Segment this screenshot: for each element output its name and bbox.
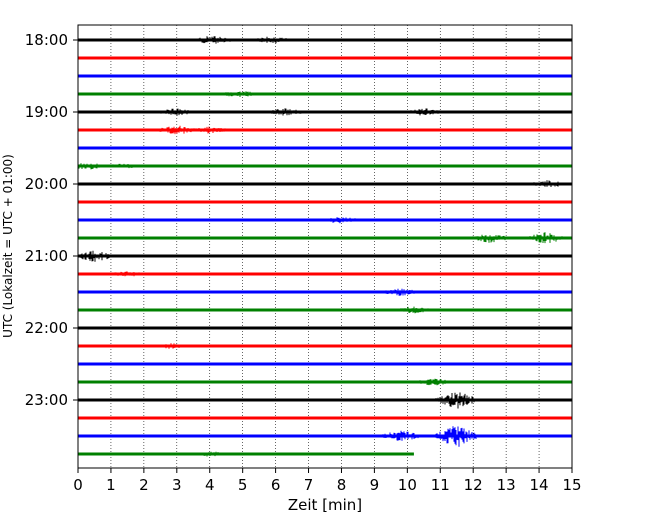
x-tick-label: 8 — [337, 476, 347, 494]
x-tick-label: 1 — [106, 476, 116, 494]
grid-lines — [110, 25, 540, 468]
x-tick-label: 14 — [530, 476, 549, 494]
y-tick-label: 18:00 — [25, 31, 68, 49]
x-tick-label: 6 — [271, 476, 281, 494]
x-tick-label: 2 — [139, 476, 149, 494]
x-tick-label: 9 — [370, 476, 380, 494]
y-tick-label: 21:00 — [25, 247, 68, 265]
x-tick-label: 15 — [562, 476, 581, 494]
trace-signal — [77, 108, 573, 116]
trace-signal — [77, 36, 573, 44]
x-axis-label: Zeit [min] — [288, 496, 362, 514]
x-tick-label: 7 — [304, 476, 314, 494]
trace-signal — [77, 250, 573, 262]
y-tick-label: 23:00 — [25, 391, 68, 409]
y-axis-label: UTC (Lokalzeit = UTC + 01:00) — [1, 154, 15, 338]
trace-signal — [77, 392, 573, 409]
seismogram-traces — [77, 36, 573, 457]
x-tick-label: 3 — [172, 476, 182, 494]
y-tick-label: 22:00 — [25, 319, 68, 337]
plot-frame — [77, 24, 573, 469]
y-tick-label: 20:00 — [25, 175, 68, 193]
x-tick-label: 4 — [205, 476, 215, 494]
x-tick-label: 5 — [238, 476, 248, 494]
y-tick-label: 19:00 — [25, 103, 68, 121]
x-tick-label: 10 — [398, 476, 417, 494]
x-tick-label: 12 — [464, 476, 483, 494]
trace-signal — [77, 306, 573, 314]
x-tick-label: 11 — [431, 476, 450, 494]
x-tick-label: 0 — [73, 476, 83, 494]
trace-signal — [77, 91, 573, 97]
x-axis-ticks: 0 1 2 3 4 5 6 7 8 9 10 11 12 13 14 15 — [73, 468, 582, 494]
trace-signal — [77, 378, 573, 386]
x-tick-label: 13 — [497, 476, 516, 494]
trace-signal — [77, 288, 573, 296]
y-axis-ticks: 18:00 19:00 20:00 21:00 22:00 23:00 — [25, 31, 78, 409]
